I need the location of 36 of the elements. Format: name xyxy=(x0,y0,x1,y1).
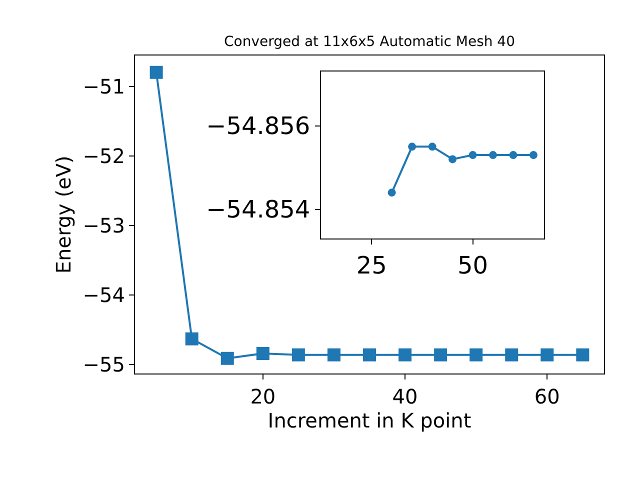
point xyxy=(363,348,376,362)
x-tick-label: 25 xyxy=(356,251,387,280)
y-tick-label: −55 xyxy=(82,352,125,377)
y-tick-label: −52 xyxy=(82,144,125,168)
y-tick-label: −54 xyxy=(82,283,125,308)
y-tick-label: −54.856 xyxy=(206,112,310,140)
point xyxy=(448,155,457,164)
point xyxy=(428,142,436,151)
point xyxy=(220,352,234,365)
y-tick-label: −51 xyxy=(82,74,125,98)
point xyxy=(576,348,590,362)
y-tick-label: −54.854 xyxy=(206,196,310,224)
point xyxy=(327,348,340,362)
y-axis-title: Energy (eV) xyxy=(51,156,76,274)
point xyxy=(529,151,538,160)
point xyxy=(408,142,416,151)
point xyxy=(150,66,163,79)
x-tick-label: 60 xyxy=(534,384,560,409)
point xyxy=(292,348,305,362)
chart-title: Converged at 11x6x5 Automatic Mesh 40 xyxy=(224,34,515,50)
point xyxy=(185,332,198,346)
point xyxy=(434,348,448,362)
y-tick-label: −53 xyxy=(82,213,125,238)
point xyxy=(468,151,477,160)
point xyxy=(505,348,518,362)
point xyxy=(489,151,498,160)
point xyxy=(398,348,412,362)
x-tick-label: 40 xyxy=(392,384,418,409)
x-tick-label: 50 xyxy=(457,251,488,280)
point xyxy=(540,348,554,362)
point xyxy=(470,348,483,362)
point xyxy=(256,346,270,360)
x-axis-title: Increment in K point xyxy=(268,408,472,433)
x-tick-label: 20 xyxy=(250,384,276,409)
point xyxy=(388,188,396,197)
point xyxy=(509,151,518,160)
